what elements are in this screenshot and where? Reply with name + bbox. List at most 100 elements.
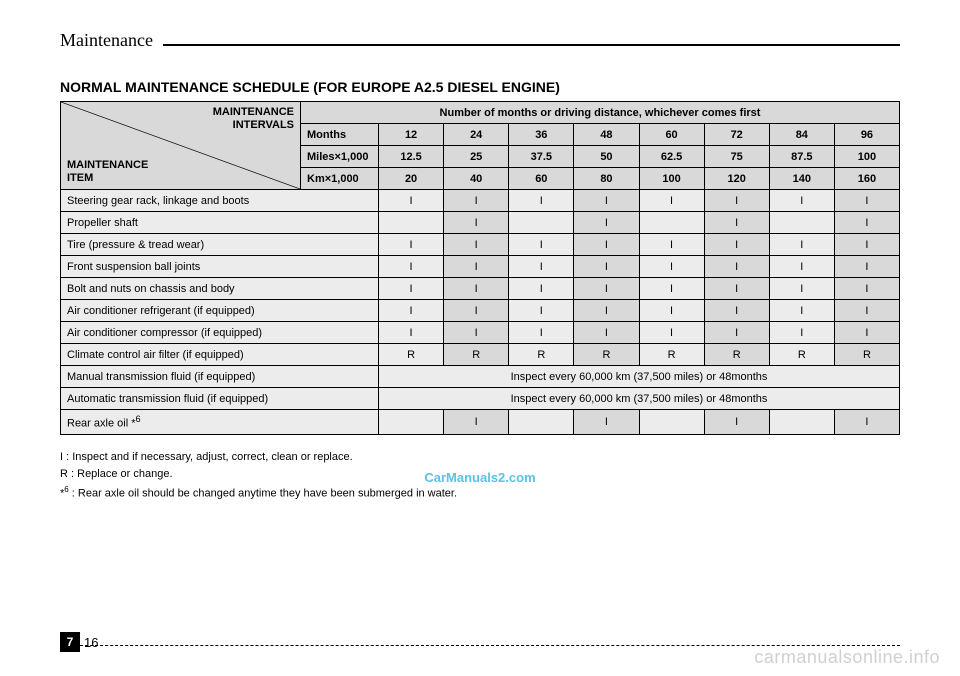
- interval-value: 160: [834, 168, 899, 190]
- schedule-cell: I: [444, 322, 509, 344]
- schedule-cell: R: [704, 344, 769, 366]
- interval-row-label: Months: [301, 124, 379, 146]
- schedule-cell: I: [444, 212, 509, 234]
- schedule-cell: I: [379, 278, 444, 300]
- legend-text-3: : Rear axle oil should be changed anytim…: [69, 488, 457, 500]
- legend-text-1: : Inspect and if necessary, adjust, corr…: [63, 451, 353, 463]
- item-label: Manual transmission fluid (if equipped): [61, 366, 379, 388]
- schedule-cell: I: [704, 278, 769, 300]
- legend-line-1: I : Inspect and if necessary, adjust, co…: [60, 449, 900, 467]
- interval-row-label: Km×1,000: [301, 168, 379, 190]
- schedule-cell: I: [639, 278, 704, 300]
- schedule-cell: I: [704, 190, 769, 212]
- schedule-cell: I: [769, 278, 834, 300]
- interval-value: 60: [639, 124, 704, 146]
- schedule-cell: I: [704, 322, 769, 344]
- schedule-cell: I: [834, 234, 899, 256]
- schedule-cell: I: [574, 322, 639, 344]
- schedule-cell: I: [769, 300, 834, 322]
- interval-value: 20: [379, 168, 444, 190]
- schedule-cell: R: [444, 344, 509, 366]
- interval-value: 100: [834, 146, 899, 168]
- legend-code-r: R: [60, 468, 68, 480]
- schedule-cell: I: [834, 410, 899, 435]
- schedule-cell: R: [574, 344, 639, 366]
- schedule-cell: I: [704, 234, 769, 256]
- schedule-cell: I: [704, 410, 769, 435]
- schedule-cell: I: [639, 300, 704, 322]
- header-corner: MAINTENANCEINTERVALSMAINTENANCEITEM: [61, 102, 301, 190]
- schedule-cell: [639, 212, 704, 234]
- interval-value: 140: [769, 168, 834, 190]
- schedule-cell: I: [639, 322, 704, 344]
- schedule-cell: I: [574, 300, 639, 322]
- schedule-cell: I: [769, 256, 834, 278]
- schedule-cell: I: [574, 410, 639, 435]
- schedule-cell: I: [769, 322, 834, 344]
- schedule-cell: [379, 212, 444, 234]
- interval-value: 37.5: [509, 146, 574, 168]
- span-note: Inspect every 60,000 km (37,500 miles) o…: [379, 366, 900, 388]
- schedule-cell: I: [379, 256, 444, 278]
- maintenance-table: MAINTENANCEINTERVALSMAINTENANCEITEMNumbe…: [60, 101, 900, 435]
- schedule-cell: I: [574, 256, 639, 278]
- schedule-cell: I: [509, 278, 574, 300]
- schedule-cell: I: [834, 256, 899, 278]
- interval-value: 24: [444, 124, 509, 146]
- schedule-cell: I: [574, 234, 639, 256]
- page-in-chapter: 16: [84, 635, 98, 650]
- schedule-cell: I: [444, 300, 509, 322]
- schedule-cell: R: [769, 344, 834, 366]
- schedule-cell: I: [444, 278, 509, 300]
- schedule-cell: I: [444, 234, 509, 256]
- interval-value: 120: [704, 168, 769, 190]
- schedule-cell: I: [509, 234, 574, 256]
- interval-value: 48: [574, 124, 639, 146]
- section-title: NORMAL MAINTENANCE SCHEDULE (FOR EUROPE …: [60, 79, 900, 95]
- item-label: Air conditioner refrigerant (if equipped…: [61, 300, 379, 322]
- schedule-cell: I: [509, 256, 574, 278]
- schedule-cell: I: [704, 256, 769, 278]
- footer-rule: [60, 645, 900, 646]
- schedule-cell: R: [379, 344, 444, 366]
- header-span: Number of months or driving distance, wh…: [301, 102, 900, 124]
- interval-value: 62.5: [639, 146, 704, 168]
- schedule-cell: I: [704, 212, 769, 234]
- interval-value: 87.5: [769, 146, 834, 168]
- item-label: Tire (pressure & tread wear): [61, 234, 379, 256]
- item-label: Bolt and nuts on chassis and body: [61, 278, 379, 300]
- interval-value: 25: [444, 146, 509, 168]
- schedule-cell: I: [769, 190, 834, 212]
- interval-value: 100: [639, 168, 704, 190]
- interval-value: 75: [704, 146, 769, 168]
- item-label: Climate control air filter (if equipped): [61, 344, 379, 366]
- schedule-cell: R: [639, 344, 704, 366]
- schedule-cell: I: [834, 190, 899, 212]
- item-label: Propeller shaft: [61, 212, 379, 234]
- schedule-cell: I: [379, 190, 444, 212]
- schedule-cell: I: [379, 300, 444, 322]
- schedule-cell: [769, 410, 834, 435]
- schedule-cell: R: [834, 344, 899, 366]
- interval-value: 12.5: [379, 146, 444, 168]
- item-label: Air conditioner compressor (if equipped): [61, 322, 379, 344]
- schedule-cell: I: [834, 278, 899, 300]
- schedule-cell: I: [639, 190, 704, 212]
- schedule-cell: [379, 410, 444, 435]
- item-label: Steering gear rack, linkage and boots: [61, 190, 379, 212]
- page-header: Maintenance: [60, 30, 900, 51]
- schedule-cell: I: [379, 234, 444, 256]
- item-label: Rear axle oil *6: [61, 410, 379, 435]
- interval-value: 36: [509, 124, 574, 146]
- watermark-bottom: carmanualsonline.info: [754, 647, 940, 668]
- chapter-number: 7: [60, 632, 80, 652]
- schedule-cell: [509, 212, 574, 234]
- schedule-cell: I: [509, 300, 574, 322]
- watermark-center: CarManuals2.com: [424, 470, 535, 485]
- interval-value: 40: [444, 168, 509, 190]
- item-label: Automatic transmission fluid (if equippe…: [61, 388, 379, 410]
- interval-value: 60: [509, 168, 574, 190]
- item-label: Front suspension ball joints: [61, 256, 379, 278]
- interval-value: 50: [574, 146, 639, 168]
- schedule-cell: [639, 410, 704, 435]
